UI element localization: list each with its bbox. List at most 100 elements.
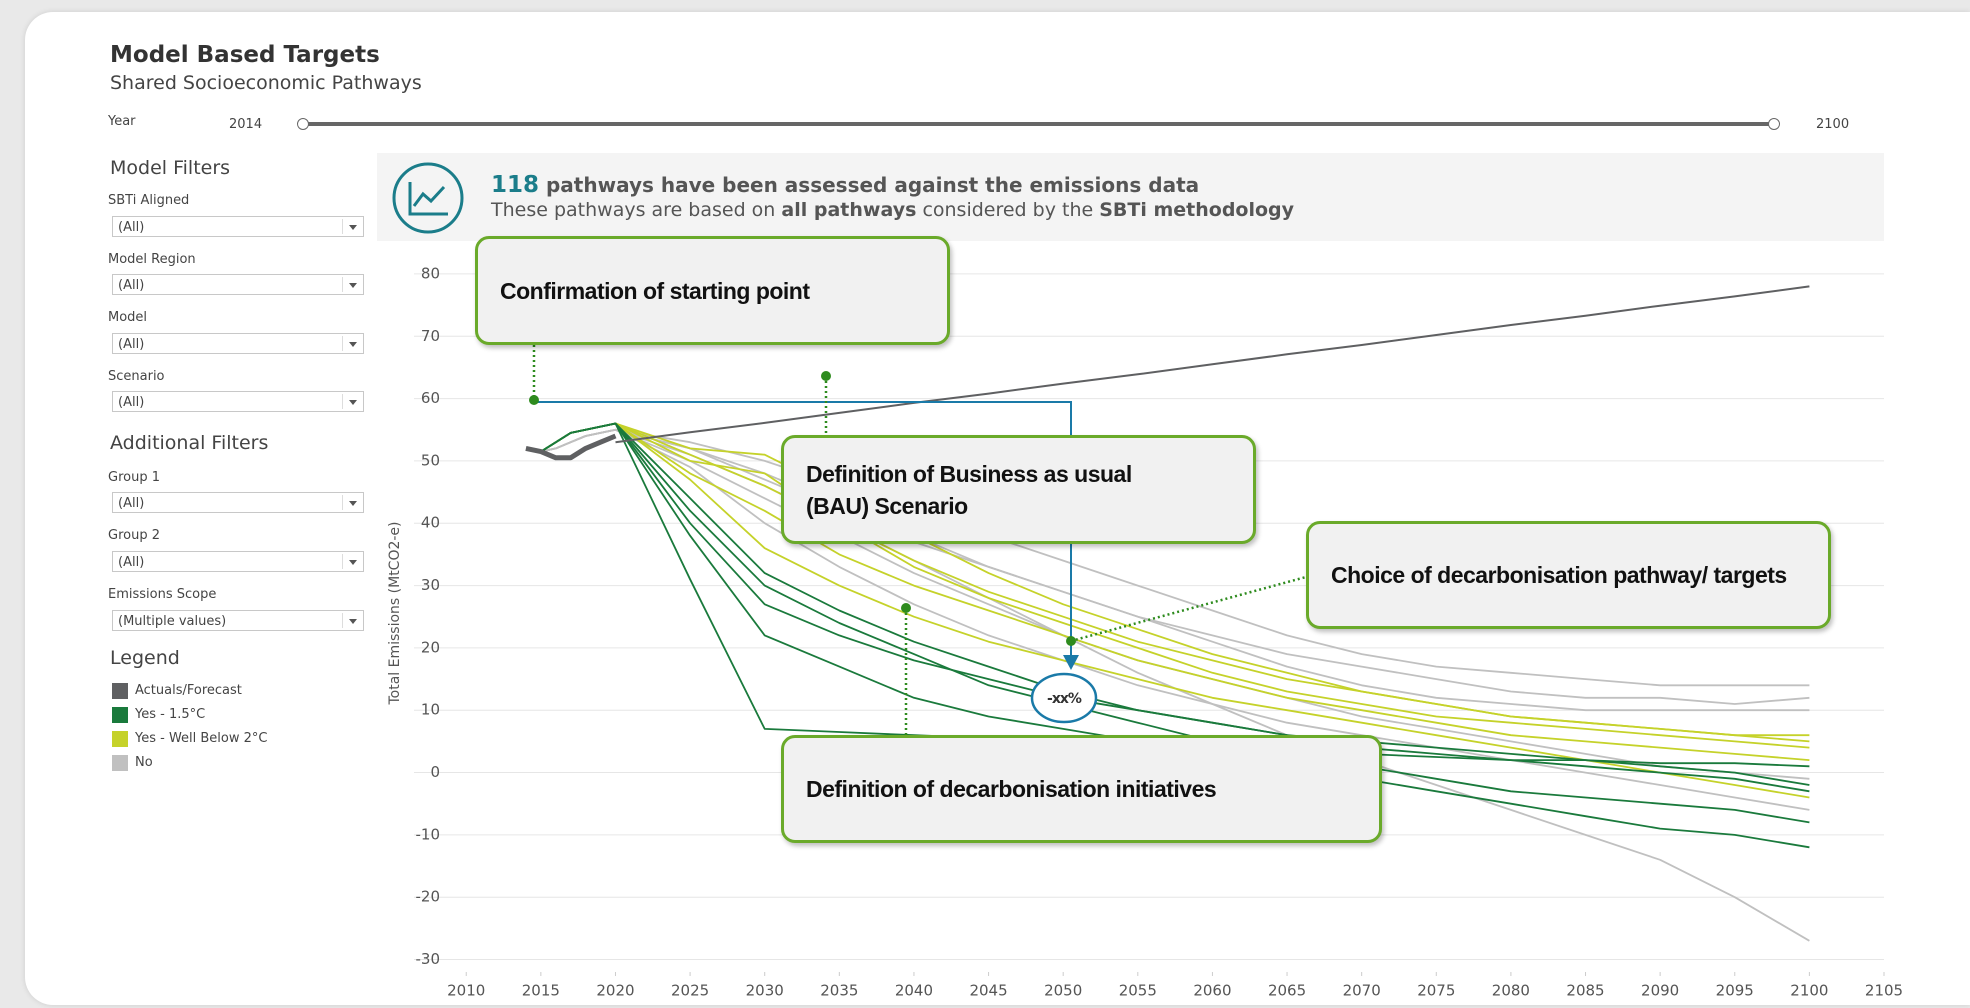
year-start: 2014 <box>229 117 263 132</box>
y-tick-label: 60 <box>421 389 440 407</box>
year-label: Year <box>108 114 136 129</box>
y-tick-label: 80 <box>421 264 440 282</box>
connector-dot <box>1066 636 1076 646</box>
connector <box>1070 575 1307 643</box>
x-tick-label: 2010 <box>447 982 485 1000</box>
x-tick-label: 2030 <box>746 982 784 1000</box>
callout: Definition of decarbonisation initiative… <box>781 735 1382 843</box>
connector-dot <box>821 371 831 381</box>
subtitle: Shared Socioeconomic Pathways <box>110 72 422 94</box>
dropdown[interactable]: (All) <box>112 391 364 412</box>
callout: Choice of decarbonisation pathway/ targe… <box>1306 521 1831 629</box>
pathway-line <box>540 422 1810 793</box>
pathway-line <box>615 285 1810 444</box>
banner-text: These pathways are based on <box>491 199 776 221</box>
reduction-label: -xx% <box>1047 691 1082 707</box>
banner-text: SBTi methodology <box>1099 199 1295 221</box>
legend-title: Legend <box>110 647 180 669</box>
pathway-line <box>540 428 1810 705</box>
x-tick-label: 2055 <box>1119 982 1157 1000</box>
dropdown[interactable]: (All) <box>112 216 364 237</box>
legend-swatch <box>112 731 128 747</box>
x-tick-label: 2065 <box>1268 982 1306 1000</box>
legend-label: Yes - Well Below 2°C <box>135 731 268 746</box>
x-tick-label: 2035 <box>820 982 858 1000</box>
y-axis-label: Total Emissions (MtCO2-e) <box>387 521 403 705</box>
slider-handle[interactable] <box>297 118 309 130</box>
filter-label: Emissions Scope <box>108 587 217 602</box>
dropdown[interactable]: (All) <box>112 551 364 572</box>
filter-label: Group 2 <box>108 528 160 543</box>
banner-text: pathways have been assessed against the … <box>545 173 1200 197</box>
title: Model Based Targets <box>110 42 380 68</box>
dropdown[interactable]: (All) <box>112 333 364 354</box>
filter-label: Scenario <box>108 369 165 384</box>
info-banner <box>377 153 1884 241</box>
reduction-badge <box>1030 672 1098 724</box>
legend-label: Actuals/Forecast <box>135 683 242 698</box>
x-tick-label: 2025 <box>671 982 709 1000</box>
x-tick-label: 2070 <box>1343 982 1381 1000</box>
x-tick-label: 2060 <box>1193 982 1231 1000</box>
legend-swatch <box>112 683 128 699</box>
trend-icon <box>392 162 464 234</box>
y-tick-label: -20 <box>416 888 441 906</box>
x-tick-label: 2090 <box>1641 982 1679 1000</box>
legend-swatch <box>112 755 128 771</box>
x-tick-label: 2085 <box>1566 982 1604 1000</box>
connector-dot <box>529 395 539 405</box>
section-title: Model Filters <box>110 157 231 179</box>
annotation-connectors: -xx% <box>529 345 1307 735</box>
callout: Definition of Business as usual (BAU) Sc… <box>781 435 1256 544</box>
y-tick-label: 50 <box>421 451 440 469</box>
banner-line: 118 pathways have been assessed against … <box>491 172 1199 198</box>
y-tick-label: -30 <box>416 950 441 968</box>
dropdown[interactable]: (All) <box>112 492 364 513</box>
y-tick-label: 0 <box>430 763 440 781</box>
x-tick-label: 2040 <box>895 982 933 1000</box>
y-tick-label: -10 <box>416 825 441 843</box>
filter-label: Group 1 <box>108 470 160 485</box>
filter-label: Model Region <box>108 252 196 267</box>
icon-axes <box>408 182 448 216</box>
x-tick-label: 2015 <box>522 982 560 1000</box>
dropdown[interactable]: (All) <box>112 274 364 295</box>
dropdown[interactable]: (Multiple values) <box>112 610 364 631</box>
banner-text: considered by the <box>922 199 1094 221</box>
x-tick-label: 2105 <box>1865 982 1903 1000</box>
y-tick-label: 30 <box>421 576 440 594</box>
section-title: Additional Filters <box>110 432 269 454</box>
icon-circle <box>392 162 464 234</box>
y-tick-label: 40 <box>421 514 440 532</box>
legend-label: No <box>135 755 153 770</box>
x-tick-label: 2080 <box>1492 982 1530 1000</box>
x-tick-label: 2020 <box>596 982 634 1000</box>
banner-line: These pathways are based on all pathways… <box>491 199 1294 221</box>
connector <box>534 401 1072 435</box>
x-tick-label: 2075 <box>1417 982 1455 1000</box>
slider-handle[interactable] <box>1768 118 1780 130</box>
arrowhead <box>1063 655 1079 670</box>
filter-label: Model <box>108 310 148 325</box>
connector-dot <box>901 603 911 613</box>
x-tick-label: 2045 <box>969 982 1007 1000</box>
x-tick-label: 2095 <box>1716 982 1754 1000</box>
y-tick-label: 10 <box>421 701 440 719</box>
y-tick-label: 20 <box>421 638 440 656</box>
x-tick-label: 2100 <box>1790 982 1828 1000</box>
year-slider[interactable] <box>303 122 1774 126</box>
legend-swatch <box>112 707 128 723</box>
banner-text: all pathways <box>781 199 917 221</box>
filter-label: SBTi Aligned <box>108 193 190 208</box>
year-end: 2100 <box>1816 117 1850 132</box>
pathway-count: 118 <box>491 172 540 198</box>
y-tick-label: 70 <box>421 327 440 345</box>
x-tick-label: 2050 <box>1044 982 1082 1000</box>
legend-label: Yes - 1.5°C <box>135 707 206 722</box>
icon-trend <box>412 185 446 207</box>
pathway-line <box>525 433 617 461</box>
callout: Confirmation of starting point <box>475 236 950 345</box>
